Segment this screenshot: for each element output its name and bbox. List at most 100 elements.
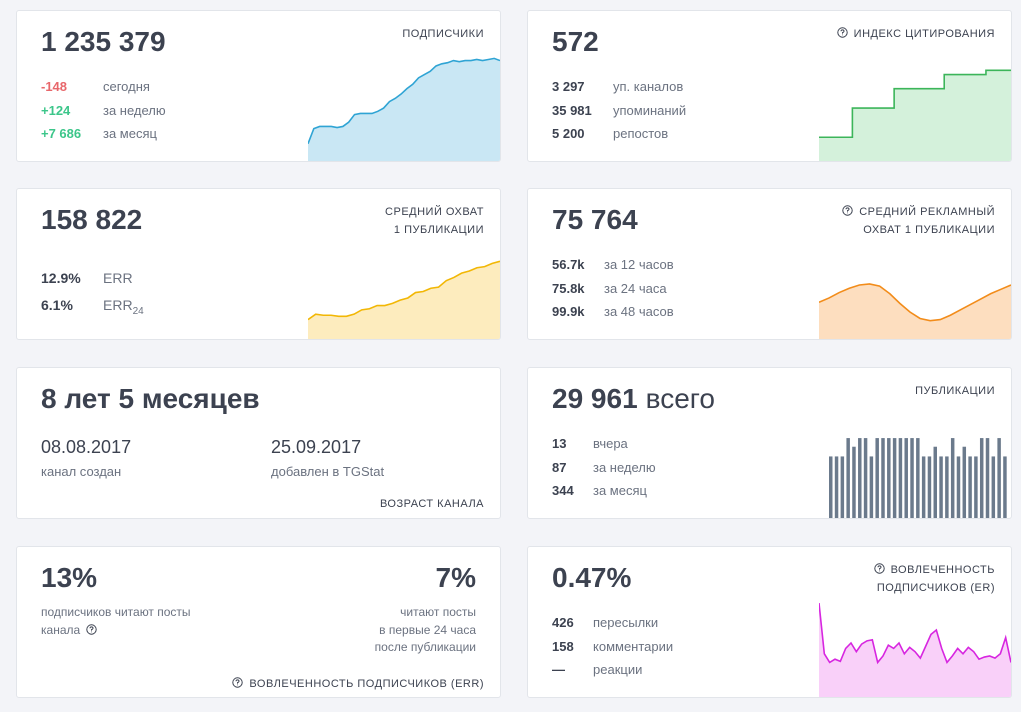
stat-row: 426 пересылки bbox=[552, 611, 673, 635]
bar bbox=[840, 456, 845, 518]
stat-label: комментарии bbox=[593, 638, 674, 654]
sparkline-line bbox=[819, 602, 1011, 665]
stat-label: упоминаний bbox=[613, 102, 687, 118]
main-value-suffix: всего bbox=[645, 383, 715, 414]
stat-value: +7 686 bbox=[41, 126, 82, 141]
sparkline bbox=[819, 602, 1011, 697]
caption: читают посты в первые 24 часа после публик… bbox=[375, 604, 476, 657]
stat-row: +7 686 за месяц bbox=[41, 122, 166, 146]
main-value-number: 1 235 379 bbox=[41, 26, 166, 57]
stats: -148 сегодня +124 за неделю +7 686 за месяц bbox=[41, 75, 166, 146]
bar bbox=[962, 446, 967, 518]
stat-label: за неделю bbox=[103, 102, 166, 118]
stat-card: 572 ИНДЕКС ЦИТИРОВАНИЯ 3 297 уп. каналов 35 … bbox=[527, 10, 1012, 162]
stat-card: 0.47% ВОВЛЕЧЕННОСТЬ ПОДПИСЧИКОВ (ER) 426 пер… bbox=[527, 546, 1012, 698]
stat-value: 426 bbox=[552, 615, 574, 630]
card-title: ВОВЛЕЧЕННОСТЬ ПОДПИСЧИКОВ (ER) bbox=[873, 561, 995, 597]
bar bbox=[997, 438, 1001, 518]
stat-label: ERR bbox=[103, 270, 133, 286]
stat-value: 3 297 bbox=[552, 79, 585, 94]
bar bbox=[974, 456, 978, 518]
stat-row: — реакции bbox=[552, 658, 673, 682]
card-footer-text: ВОВЛЕЧЕННОСТЬ ПОДПИСЧИКОВ (ERR) bbox=[249, 678, 484, 690]
card-title: ИНДЕКС ЦИТИРОВАНИЯ bbox=[836, 25, 995, 43]
help-icon bbox=[842, 205, 853, 216]
caption-text: канала bbox=[41, 622, 81, 637]
main-value-number: 572 bbox=[552, 26, 599, 57]
stat-label: ERR24 bbox=[103, 297, 144, 317]
bar bbox=[956, 456, 961, 518]
caption-line: читают посты bbox=[400, 605, 476, 619]
stat-value: 75.8k bbox=[552, 280, 585, 296]
stat-row: 75.8k за 24 часа bbox=[552, 277, 674, 301]
bar bbox=[858, 438, 862, 518]
caption-line: в первые 24 часа bbox=[379, 622, 476, 637]
card-title-line: ПОДПИСЧИКОВ (ER) bbox=[874, 579, 995, 597]
stat-label: за неделю bbox=[593, 459, 656, 475]
help-icon bbox=[836, 27, 848, 38]
bar bbox=[898, 438, 903, 518]
main-value-number: 29 961 bbox=[552, 383, 638, 414]
main-value: 0.47% bbox=[552, 561, 631, 595]
main-value-number: 158 822 bbox=[41, 204, 143, 235]
card-footer-text: ВОЗРАСТ КАНАЛА bbox=[379, 498, 484, 510]
sparkline bbox=[829, 438, 1007, 518]
sparkline-area bbox=[819, 283, 1011, 339]
sparkline-line bbox=[308, 57, 500, 145]
stat-value: 56.7k bbox=[552, 257, 585, 272]
card-title-text: ПОДПИСЧИКОВ (ER) bbox=[876, 582, 995, 594]
sparkline-area bbox=[308, 261, 500, 339]
stat-row: 6.1% ERR24 bbox=[41, 292, 144, 319]
sparkline bbox=[308, 57, 500, 161]
date-label: канал создан bbox=[41, 464, 122, 479]
stat-row: 344 за месяц bbox=[552, 479, 656, 503]
card-title: СРЕДНИЙ РЕКЛАМНЫЙ ОХВАТ 1 ПУБЛИКАЦИИ bbox=[842, 203, 995, 239]
stat-label: за месяц bbox=[593, 483, 647, 498]
stats: 3 297 уп. каналов 35 981 упоминаний 5 200 реп… bbox=[552, 75, 686, 146]
card-title: ПУБЛИКАЦИИ bbox=[915, 382, 995, 400]
caption-line: после публикации bbox=[374, 640, 476, 654]
stat-card: 158 822 СРЕДНИЙ ОХВАТ 1 ПУБЛИКАЦИИ 12.9% ERR… bbox=[16, 188, 501, 340]
card-title-line: 1 ПУБЛИКАЦИИ bbox=[385, 221, 484, 239]
bar bbox=[846, 438, 850, 518]
sparkline-line bbox=[819, 283, 1011, 322]
date-value: 08.08.2017 bbox=[41, 437, 132, 457]
card-title-text: СРЕДНИЙ ОХВАТ bbox=[385, 206, 484, 218]
help-circle bbox=[836, 27, 848, 38]
help-mark bbox=[235, 679, 240, 686]
card-title-line: ПОДПИСЧИКИ bbox=[402, 25, 484, 43]
help-mark bbox=[840, 29, 845, 36]
help-mark bbox=[877, 565, 882, 572]
help-icon bbox=[873, 563, 885, 574]
stats: 13 вчера 87 за неделю 344 за месяц bbox=[552, 432, 656, 503]
help-mark bbox=[89, 625, 94, 632]
help-wrap bbox=[86, 623, 103, 637]
bar bbox=[921, 456, 926, 518]
stat-label: пересылки bbox=[593, 615, 659, 630]
stat-row: 13 вчера bbox=[552, 432, 656, 456]
stat-row: 99.9k за 48 часов bbox=[552, 300, 674, 324]
sparkline-line bbox=[819, 69, 1011, 139]
main-value: 8 лет 5 месяцев bbox=[41, 382, 260, 416]
bar bbox=[979, 438, 984, 518]
main-value: 29 961 всего bbox=[552, 382, 715, 416]
card-title-text: ОХВАТ 1 ПУБЛИКАЦИИ bbox=[863, 224, 995, 236]
stat-label: за месяц bbox=[103, 126, 157, 141]
stat-card: 1 235 379 ПОДПИСЧИКИ -148 сегодня +124 за нед… bbox=[16, 10, 501, 162]
stat-row: 87 за неделю bbox=[552, 456, 656, 480]
bar bbox=[968, 456, 972, 518]
stat-row: 5 200 репостов bbox=[552, 122, 686, 146]
sparkline-area bbox=[819, 603, 1011, 697]
stat-card: 29 961 всего ПУБЛИКАЦИИ 13 вчера 87 за неделю 3… bbox=[527, 367, 1012, 519]
stat-value: -148 bbox=[41, 79, 68, 94]
stat-row: 3 297 уп. каналов bbox=[552, 75, 686, 99]
sparkline bbox=[819, 283, 1011, 339]
help-circle bbox=[86, 623, 97, 635]
stat-card: 8 лет 5 месяцев 08.08.2017 канал создан 25.… bbox=[16, 367, 501, 519]
stat-row: 12.9% ERR bbox=[41, 265, 144, 292]
stat-label: сегодня bbox=[103, 79, 150, 94]
main-value-number: 13% bbox=[41, 562, 98, 593]
stats: 426 пересылки 158 комментарии — реакции bbox=[552, 611, 673, 682]
stat-value: +124 bbox=[41, 102, 71, 118]
bar bbox=[892, 438, 897, 518]
